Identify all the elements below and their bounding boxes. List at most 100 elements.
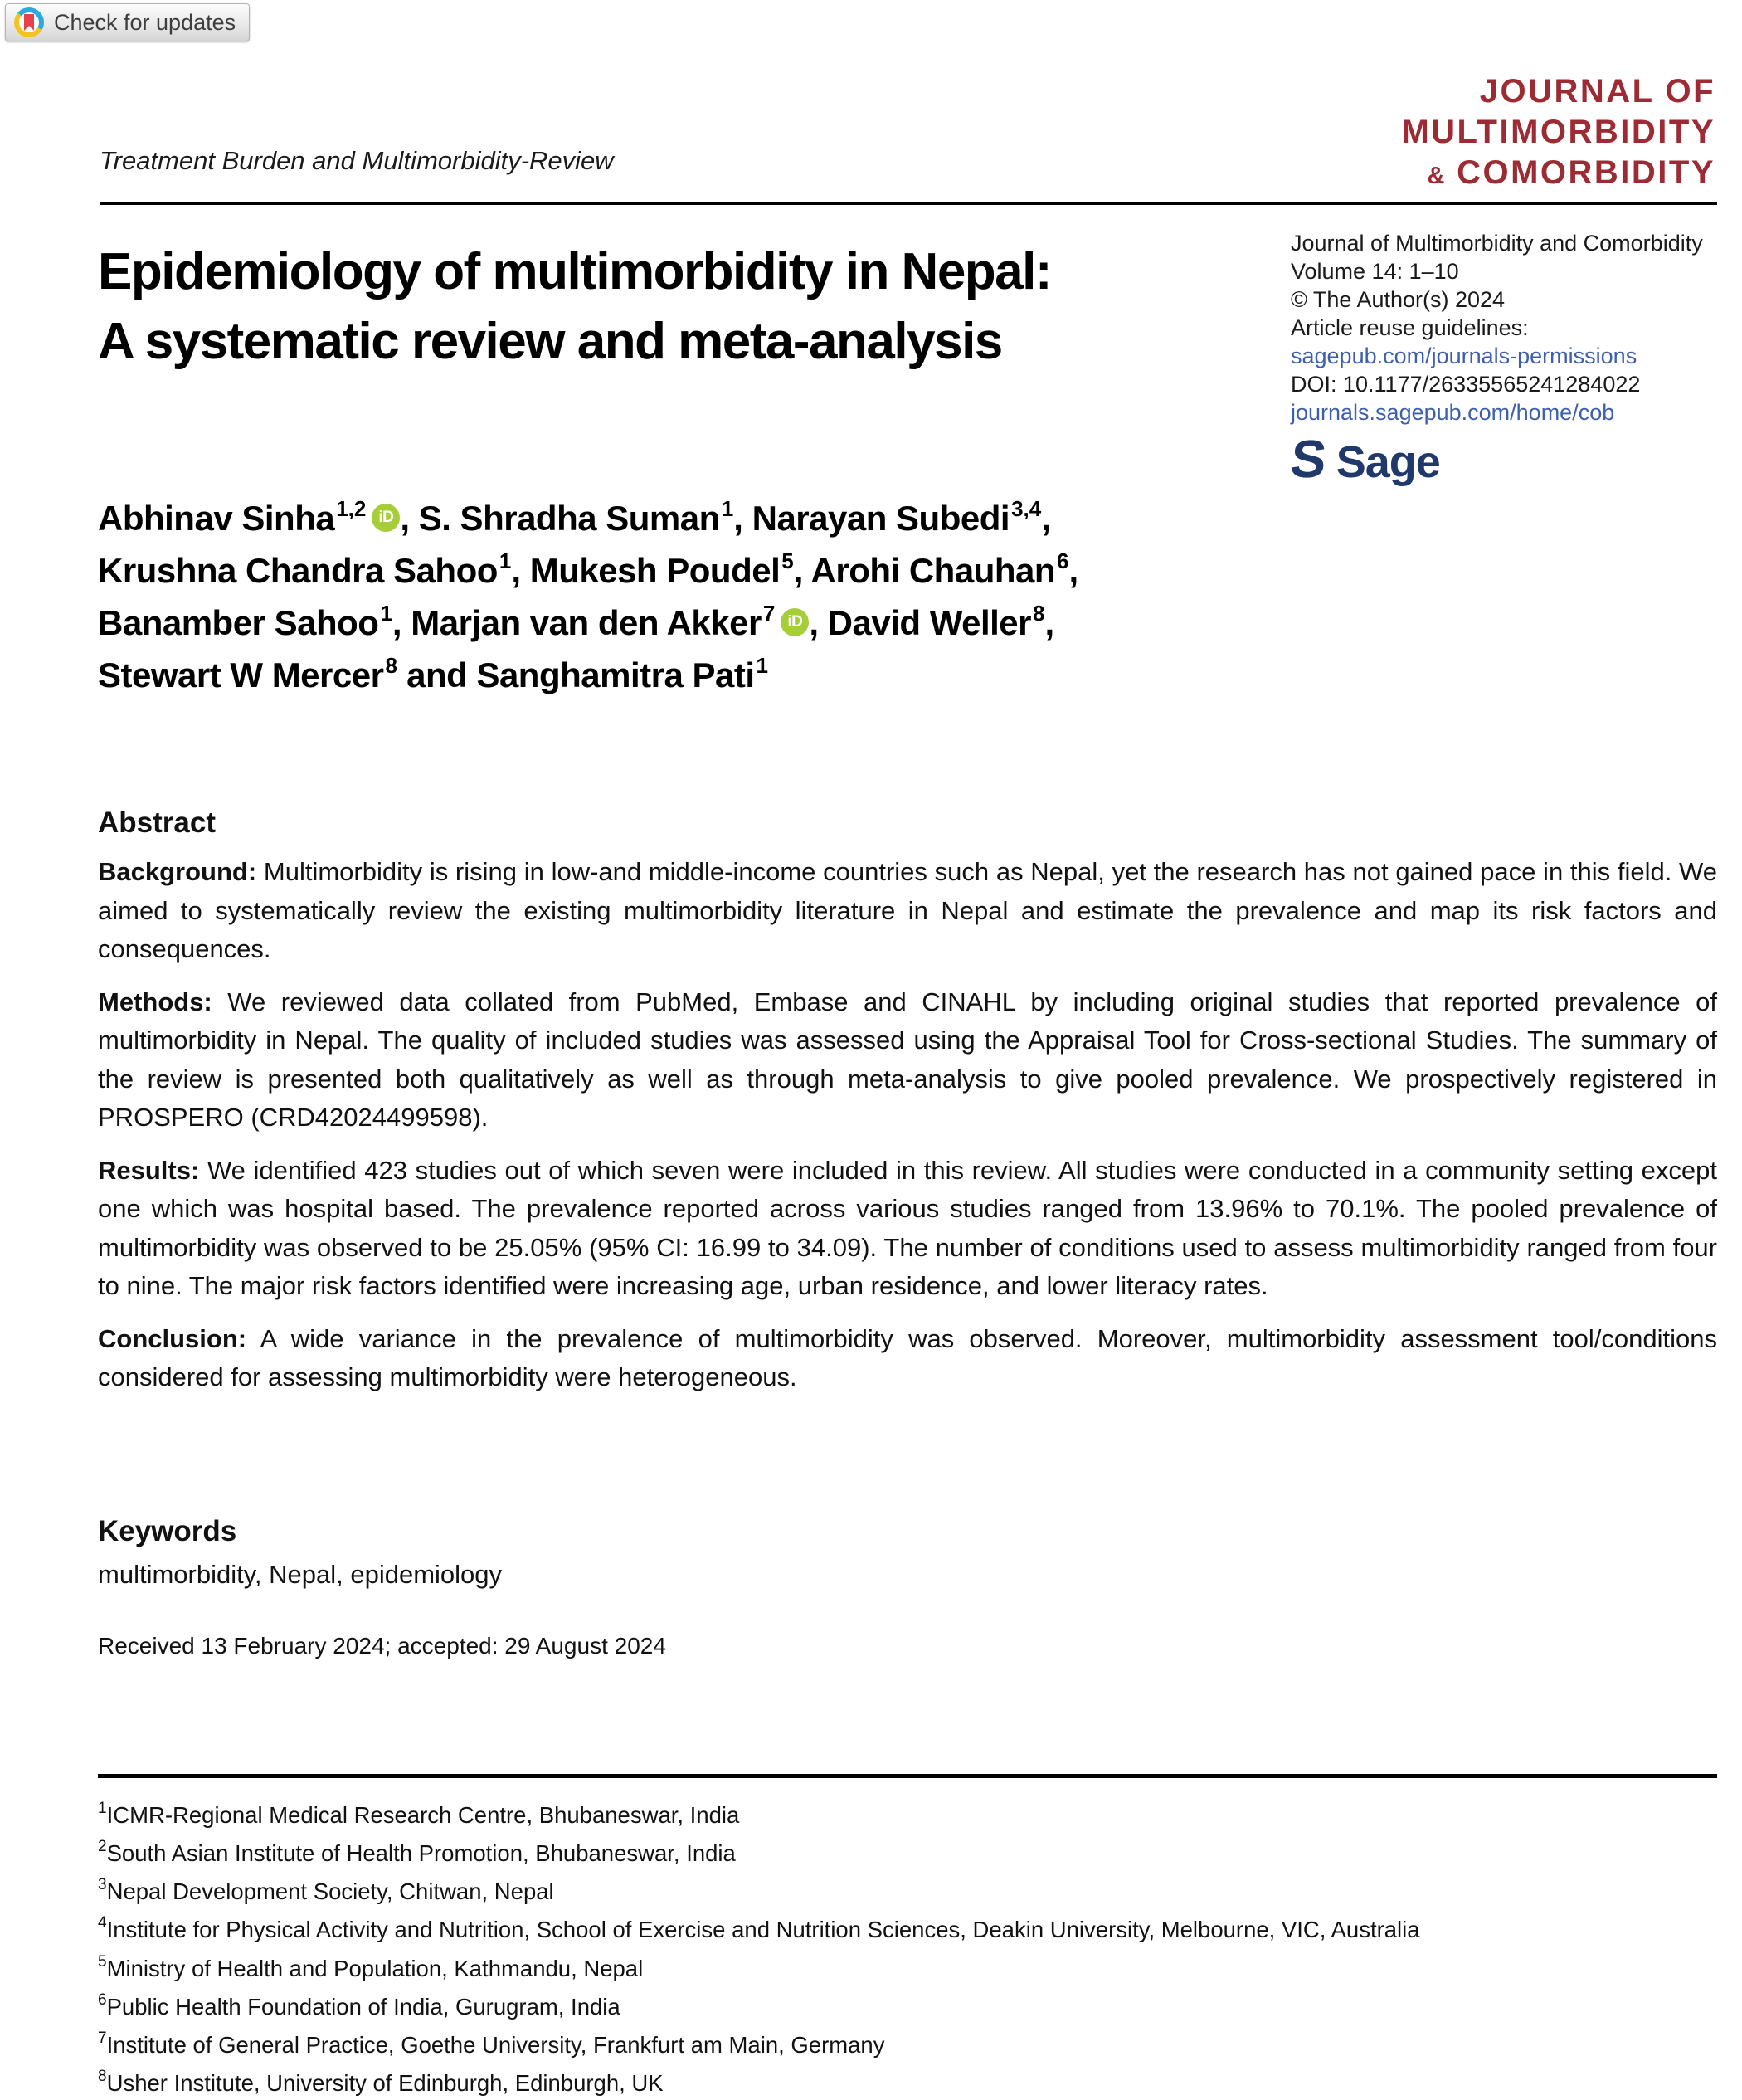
author-name: David Weller <box>827 603 1032 642</box>
sage-logo: S Sage <box>1287 429 1722 489</box>
footnote-number: 6 <box>98 1990 107 2009</box>
affiliation-footnote: 8Usher Institute, University of Edinburg… <box>98 2062 1717 2100</box>
footnote-number: 2 <box>98 1838 107 1856</box>
author-separator: , <box>793 551 811 590</box>
meta-journal-name: Journal of Multimorbidity and Comorbidit… <box>1291 231 1703 256</box>
orcid-icon[interactable]: iD <box>781 608 810 636</box>
author-affiliation-sup: 1 <box>721 496 734 521</box>
article-title: Epidemiology of multimorbidity in Nepal:… <box>98 237 1053 377</box>
author-name: Abhinav Sinha <box>98 499 335 538</box>
author-name: S. Shradha Suman <box>418 499 721 538</box>
abstract-heading: Abstract <box>98 806 216 839</box>
sage-s-icon: S <box>1287 429 1330 489</box>
orcid-icon[interactable]: iD <box>372 504 401 532</box>
author-affiliation-sup: 5 <box>781 548 794 573</box>
meta-reuse-label: Article reuse guidelines: <box>1291 315 1529 340</box>
author-separator: , <box>1041 499 1051 538</box>
journal-logo-line1: JOURNAL OF <box>1479 73 1715 110</box>
ampersand: & <box>1427 163 1446 189</box>
meta-copyright: © The Author(s) 2024 <box>1291 287 1506 312</box>
journal-home-link[interactable]: journals.sagepub.com/home/cob <box>1291 400 1615 425</box>
abstract-paragraph-background: Background: Multimorbidity is rising in … <box>98 853 1717 969</box>
meta-doi: DOI: 10.1177/26335565241284022 <box>1291 372 1641 397</box>
author-separator: and <box>397 655 477 694</box>
paragraph-label: Conclusion: <box>98 1323 247 1353</box>
received-accepted-dates: Received 13 February 2024; accepted: 29 … <box>98 1633 666 1659</box>
footnote-rule <box>98 1774 1717 1778</box>
author-separator: , <box>392 603 411 642</box>
author-affiliation-sup: 7 <box>762 601 776 626</box>
author-name: Mukesh Poudel <box>529 551 781 590</box>
journal-meta-block: Journal of Multimorbidity and Comorbidit… <box>1287 229 1722 489</box>
footnote-text: Ministry of Health and Population, Kathm… <box>106 1955 644 1981</box>
keywords-heading: Keywords <box>98 1515 237 1547</box>
footnote-text: ICMR-Regional Medical Research Centre, B… <box>106 1802 740 1829</box>
paragraph-label: Methods: <box>98 987 212 1016</box>
author-affiliation-sup: 6 <box>1057 548 1069 573</box>
affiliation-footnote: 5Ministry of Health and Population, Kath… <box>98 1947 1717 1985</box>
affiliation-footnotes: 1ICMR-Regional Medical Research Centre, … <box>98 1794 1717 2100</box>
journal-logo-line3: & COMORBIDITY <box>1427 154 1715 191</box>
sage-wordmark: Sage <box>1336 437 1441 487</box>
check-for-updates-badge[interactable]: Check for updates <box>5 3 251 41</box>
footnote-number: 1 <box>98 1800 107 1817</box>
author-line: Banamber Sahoo1, Marjan van den Akker7 iD… <box>98 599 1078 651</box>
author-affiliation-sup: 8 <box>1033 601 1045 626</box>
affiliation-footnote: 7Institute of General Practice, Goethe U… <box>98 2024 1717 2062</box>
author-separator: , <box>511 551 530 590</box>
paragraph-text: We identified 423 studies out of which s… <box>98 1155 1717 1301</box>
author-separator: , <box>809 603 828 642</box>
footnote-number: 3 <box>98 1876 107 1894</box>
affiliation-footnote: 3Nepal Development Society, Chitwan, Nep… <box>98 1870 1717 1908</box>
affiliation-footnote: 4Institute for Physical Activity and Nut… <box>98 1908 1717 1947</box>
author-name: Marjan van den Akker <box>411 603 762 642</box>
footnote-number: 5 <box>98 1952 107 1971</box>
author-line: Krushna Chandra Sahoo1, Mukesh Poudel5, … <box>98 547 1078 599</box>
paragraph-label: Background: <box>98 857 257 886</box>
header-rule <box>100 202 1717 205</box>
abstract-body: Background: Multimorbidity is rising in … <box>98 853 1717 1411</box>
author-line: Abhinav Sinha1,2 iD, S. Shradha Suman1, N… <box>98 495 1078 547</box>
badge-label: Check for updates <box>54 9 236 35</box>
bookmark-icon <box>24 14 34 31</box>
author-separator: , <box>1068 551 1079 590</box>
abstract-paragraph-results: Results: We identified 423 studies out o… <box>98 1152 1717 1306</box>
author-separator: , <box>400 499 419 538</box>
author-affiliation-sup: 8 <box>385 653 397 678</box>
author-affiliation-sup: 1 <box>756 653 769 678</box>
footnote-text: Public Health Foundation of India, Gurug… <box>106 1993 620 2020</box>
keywords-text: multimorbidity, Nepal, epidemiology <box>98 1560 503 1589</box>
author-separator: , <box>733 499 752 538</box>
author-affiliation-sup: 1 <box>499 548 512 573</box>
affiliation-footnote: 2South Asian Institute of Health Promoti… <box>98 1832 1717 1870</box>
abstract-paragraph-conclusion: Conclusion: A wide variance in the preva… <box>98 1320 1717 1397</box>
author-name: Krushna Chandra Sahoo <box>98 551 498 590</box>
footnote-number: 4 <box>98 1914 107 1932</box>
paragraph-text: A wide variance in the prevalence of mul… <box>98 1323 1717 1392</box>
running-head: Treatment Burden and Multimorbidity-Revi… <box>100 146 614 175</box>
title-line1: Epidemiology of multimorbidity in Nepal: <box>98 243 1053 300</box>
author-name: Narayan Subedi <box>752 499 1010 538</box>
author-separator: , <box>1044 603 1054 642</box>
footnote-text: Nepal Development Society, Chitwan, Nepa… <box>106 1878 554 1905</box>
author-affiliation-sup: 3,4 <box>1011 496 1042 521</box>
author-line: Stewart W Mercer8 and Sanghamitra Pati1 <box>98 651 1078 704</box>
footnote-number: 8 <box>98 2068 107 2086</box>
footnote-text: Institute of General Practice, Goethe Un… <box>106 2032 885 2059</box>
author-affiliation-sup: 1 <box>380 601 392 626</box>
author-name: Sanghamitra Pati <box>476 655 755 694</box>
crossmark-icon <box>14 7 44 37</box>
affiliation-footnote: 6Public Health Foundation of India, Guru… <box>98 1985 1717 2024</box>
affiliation-footnote: 1ICMR-Regional Medical Research Centre, … <box>98 1794 1717 1832</box>
permissions-link[interactable]: sagepub.com/journals-permissions <box>1291 344 1637 368</box>
footnote-text: South Asian Institute of Health Promotio… <box>106 1840 736 1867</box>
footnote-number: 7 <box>98 2029 107 2047</box>
journal-logo-line2: MULTIMORBIDITY <box>1401 114 1715 150</box>
title-line2: A systematic review and meta-analysis <box>98 313 1003 370</box>
paragraph-text: We reviewed data collated from PubMed, E… <box>98 987 1717 1133</box>
author-name: Arohi Chauhan <box>810 551 1056 590</box>
author-affiliation-sup: 1,2 <box>336 496 367 521</box>
author-list: Abhinav Sinha1,2 iD, S. Shradha Suman1, N… <box>98 495 1078 704</box>
journal-logo: JOURNAL OF MULTIMORBIDITY & COMORBIDITY <box>1401 71 1715 197</box>
